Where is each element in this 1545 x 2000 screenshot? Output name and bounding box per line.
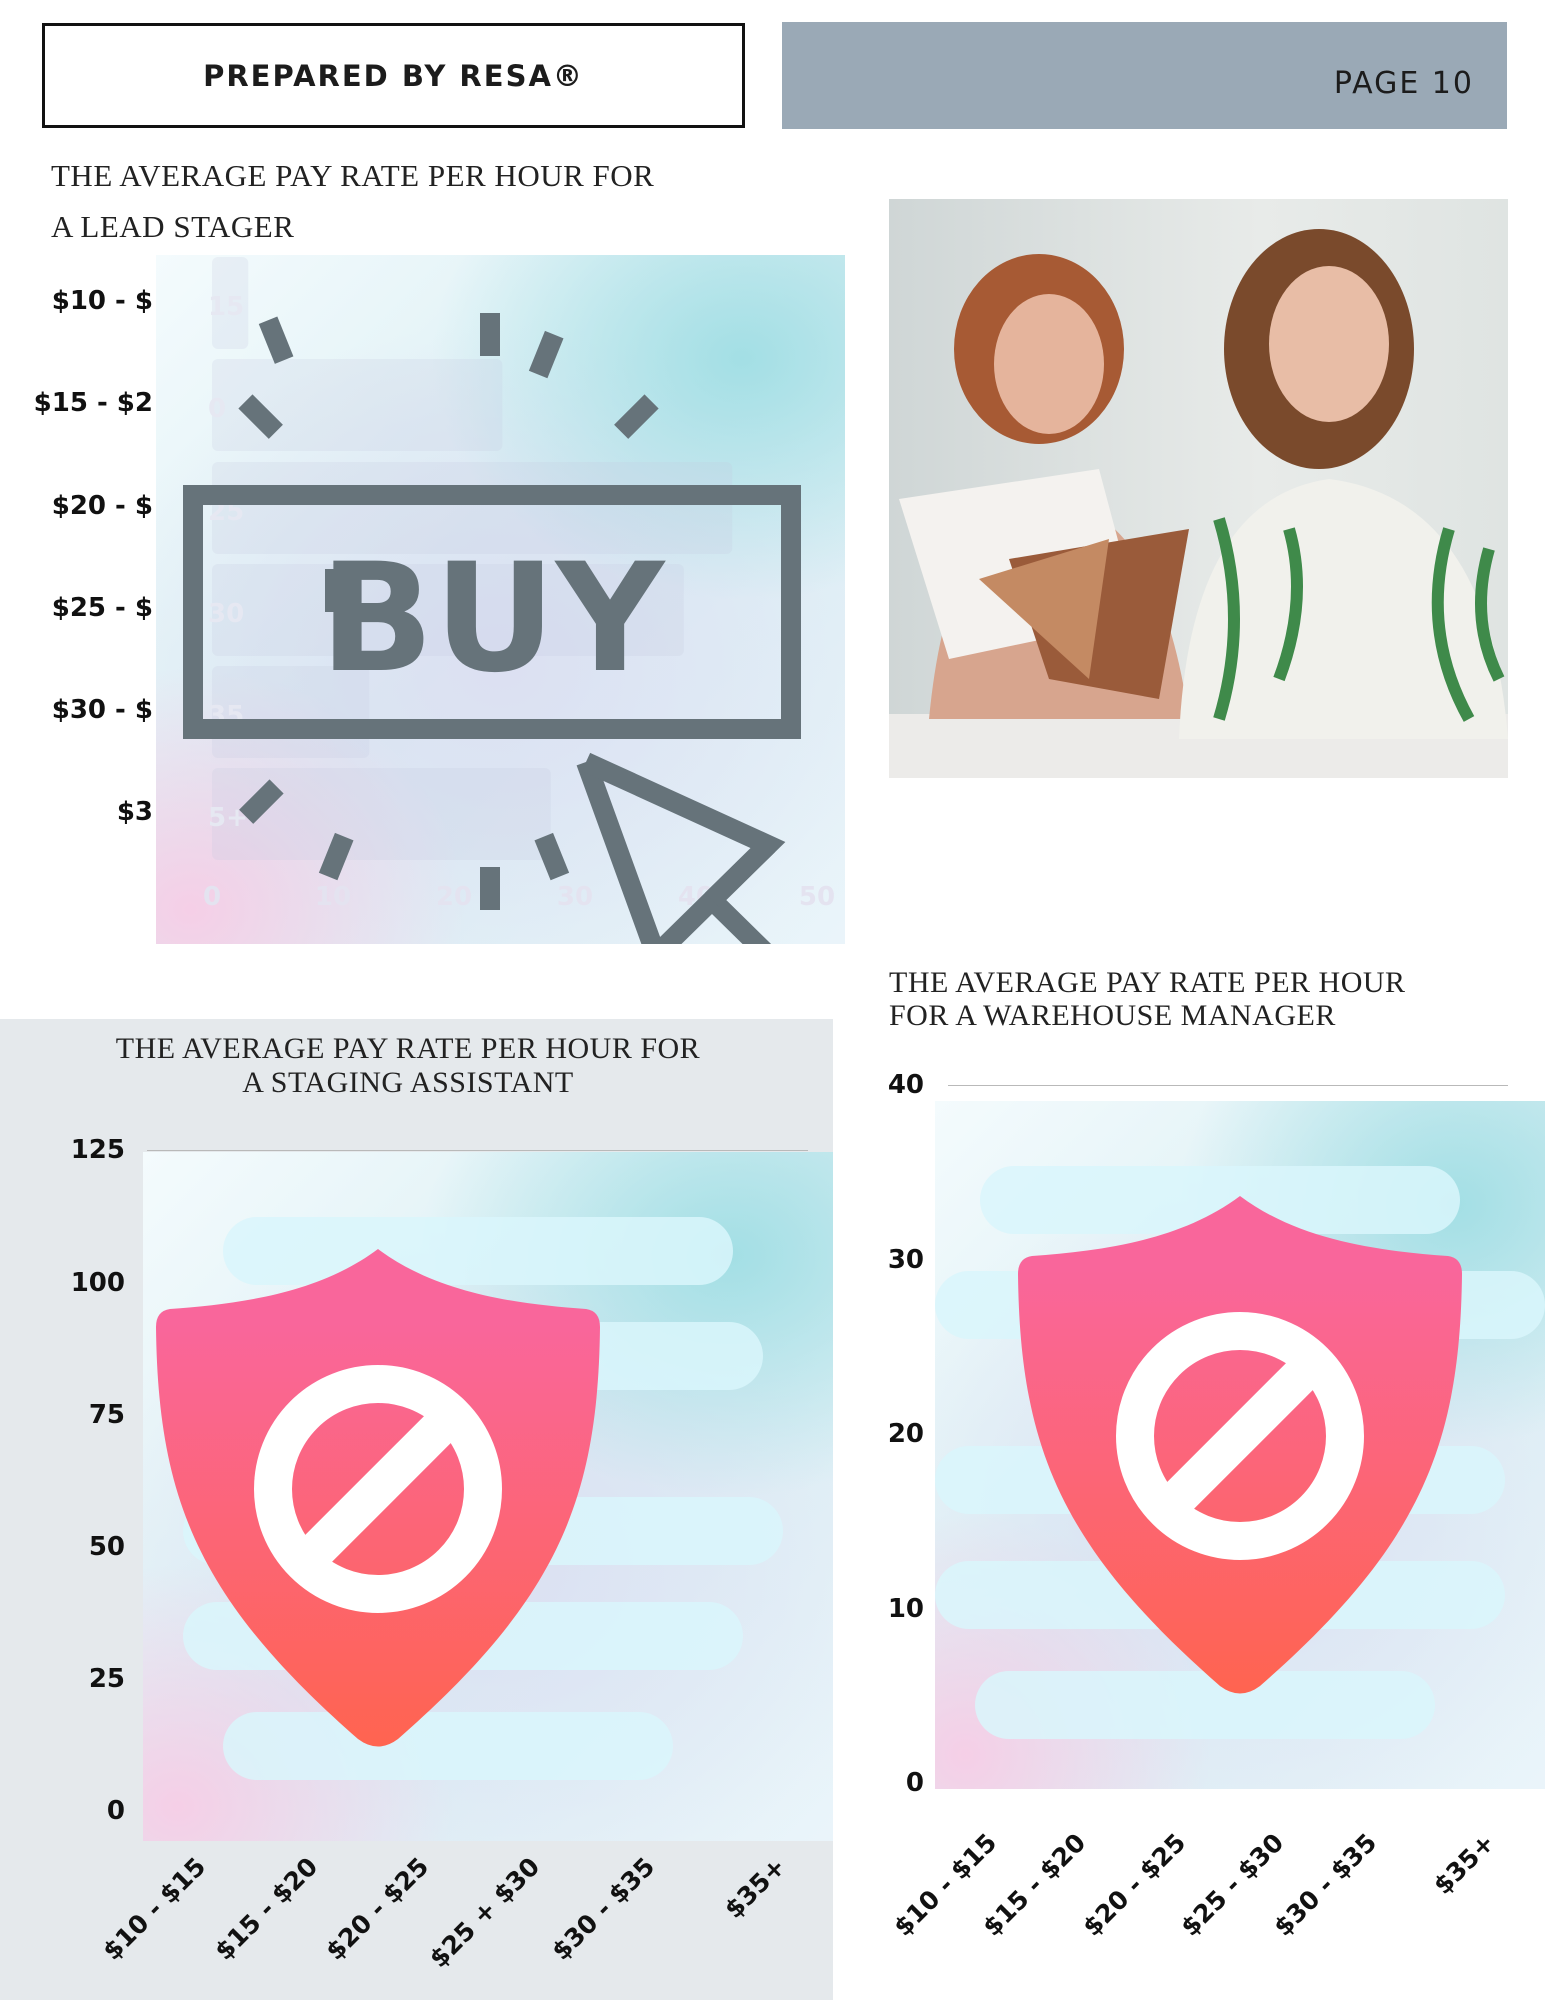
page-number: PAGE 10 xyxy=(1333,66,1474,101)
lead-stager-chart-overlay: 15 0 25 30 35 5+ 0 10 20 30 40 50 BUY xyxy=(156,255,845,944)
category-label: $3 xyxy=(116,797,153,827)
category-label-tail: 0 xyxy=(208,394,226,424)
y-tick-label: 0 xyxy=(106,1796,125,1826)
prepared-by-box: PREPARED BY RESA® xyxy=(42,23,745,128)
category-label: $25 - $ xyxy=(51,593,153,623)
y-tick-label: 125 xyxy=(70,1135,125,1165)
page-number-bar: PAGE 10 xyxy=(782,22,1507,129)
y-tick-label: 20 xyxy=(887,1419,924,1449)
y-tick-label: 10 xyxy=(887,1594,924,1624)
title-line: THE AVERAGE PAY RATE PER HOUR FOR xyxy=(115,1032,701,1065)
buy-button-cursor-icon: BUY xyxy=(183,313,801,944)
shield-prohibited-icon xyxy=(935,1166,1545,1739)
bar xyxy=(212,359,503,451)
warehouse-manager-title: THE AVERAGE PAY RATE PER HOUR FOR A WARE… xyxy=(889,966,1406,1032)
cloud-shape xyxy=(975,1671,1435,1739)
y-tick-label: 25 xyxy=(88,1664,125,1694)
x-tick-label: 10 xyxy=(315,882,351,912)
two-women-reviewing-wood-samples-photo xyxy=(889,199,1508,778)
category-label-tail: 15 xyxy=(208,292,244,322)
prepared-by-label: PREPARED BY RESA® xyxy=(203,58,584,93)
title-line: A STAGING ASSISTANT xyxy=(242,1066,574,1099)
bar xyxy=(212,768,551,860)
y-tick-label: 30 xyxy=(887,1245,924,1275)
x-tick-label: 50 xyxy=(799,882,835,912)
category-label: $30 - $ xyxy=(51,695,153,725)
title-line: THE AVERAGE PAY RATE PER HOUR xyxy=(889,966,1406,999)
y-tick-label: 100 xyxy=(70,1268,125,1298)
y-tick-label: 0 xyxy=(905,1768,924,1798)
x-tick-label: 30 xyxy=(557,882,593,912)
warehouse-manager-chart-overlay xyxy=(935,1101,1545,1789)
lead-stager-title: THE AVERAGE PAY RATE PER HOUR FOR A LEAD… xyxy=(51,150,654,252)
shield-prohibited-icon xyxy=(156,1217,783,1780)
y-tick-label: 50 xyxy=(88,1532,125,1562)
category-label: $15 - $2 xyxy=(33,388,153,418)
title-line: FOR A WAREHOUSE MANAGER xyxy=(889,999,1336,1032)
cloud-shape xyxy=(980,1166,1460,1234)
x-tick-label: 0 xyxy=(203,882,221,912)
warehouse-top-gridline xyxy=(948,1085,1508,1086)
x-tick-label: 20 xyxy=(436,882,472,912)
cloud-shape xyxy=(223,1217,733,1285)
staging-assistant-chart-overlay xyxy=(143,1152,833,1841)
title-line: THE AVERAGE PAY RATE PER HOUR FOR xyxy=(51,158,655,193)
x-tick-label: $35+ xyxy=(1428,1827,1501,1900)
x-tick-label: $20 - $25 xyxy=(1077,1827,1192,1942)
staging-assistant-title: THE AVERAGE PAY RATE PER HOUR FOR A STAG… xyxy=(0,1032,816,1100)
category-label: $10 - $ xyxy=(51,286,153,316)
category-label-tail: 30 xyxy=(208,599,244,629)
staging-top-gridline xyxy=(147,1150,808,1151)
buy-text: BUY xyxy=(320,532,667,706)
cloud-shape xyxy=(223,1712,673,1780)
title-line: A LEAD STAGER xyxy=(51,209,295,244)
category-label: $20 - $ xyxy=(51,491,153,521)
y-tick-label: 75 xyxy=(88,1400,125,1430)
y-tick-label: 40 xyxy=(887,1070,924,1100)
bar xyxy=(212,257,249,349)
